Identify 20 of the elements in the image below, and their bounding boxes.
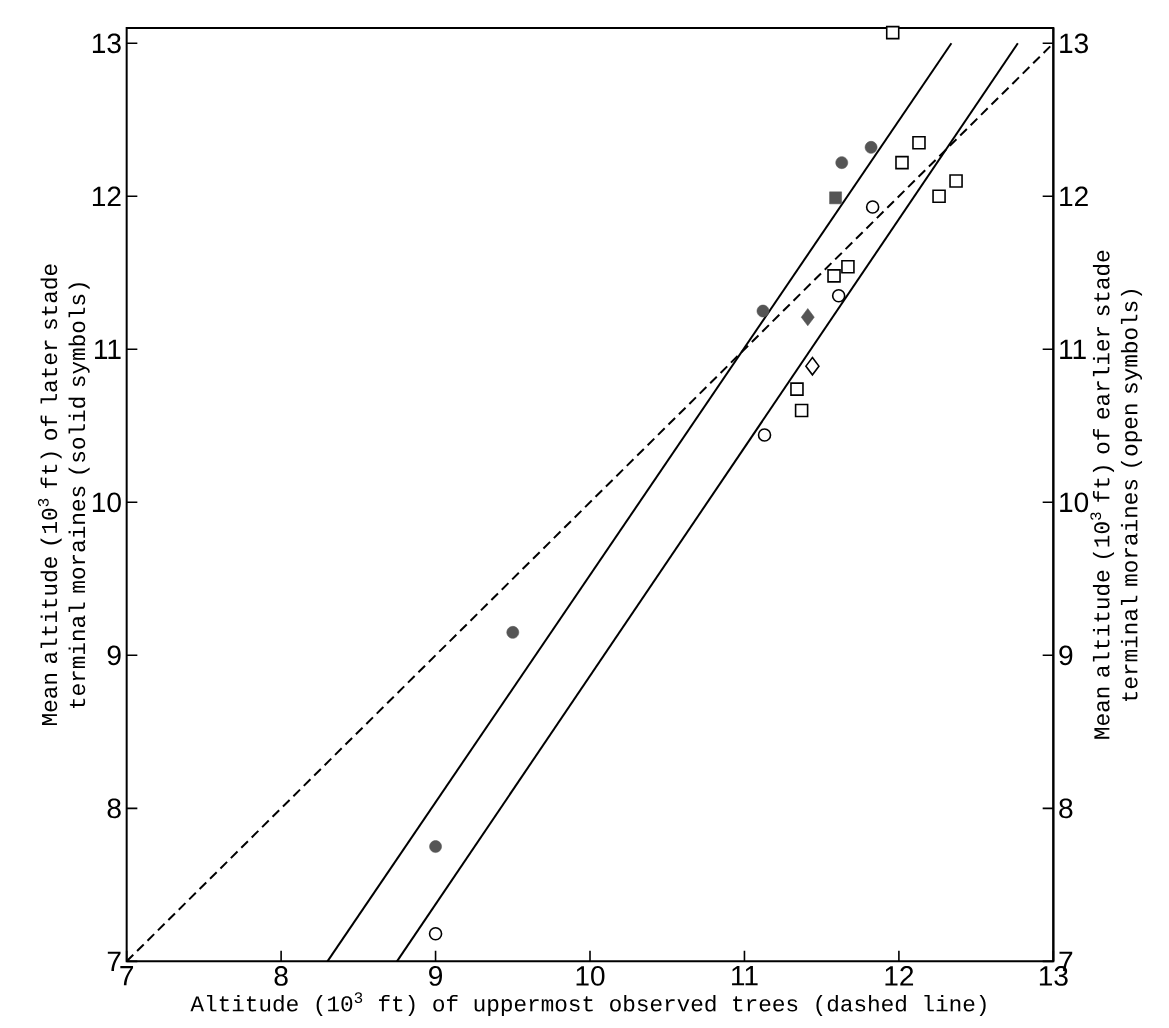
y-tick-label: 10 [92, 492, 121, 513]
y-tick-label: 9 [107, 645, 121, 666]
y2-tick-label: 13 [1060, 33, 1088, 54]
x-axis-title: Altitude (10$^{3}$ ft) of uppermost observed trees (dashed line) [190, 992, 986, 1017]
x-tick-label: 7 [120, 966, 134, 986]
y-tick-label: 13 [92, 33, 121, 54]
y-tick-label: 8 [107, 798, 121, 819]
y2-tick-label: 11 [1060, 339, 1086, 359]
y-tick-label: 12 [92, 186, 121, 207]
x-tick-label: 12 [885, 966, 914, 986]
y2-tick-label: 8 [1059, 798, 1073, 819]
x-tick-label: 8 [274, 966, 288, 986]
y2-tick-label: 9 [1059, 645, 1073, 666]
x-tick-label: 10 [576, 966, 605, 986]
y-tick-label: 7 [107, 951, 121, 971]
y2-tick-label: 10 [1060, 492, 1089, 513]
x-tick-label: 9 [429, 966, 443, 986]
y-tick-label: 11 [95, 339, 121, 359]
x-tick-label: 11 [732, 966, 758, 986]
y2-tick-label: 12 [1060, 186, 1088, 207]
